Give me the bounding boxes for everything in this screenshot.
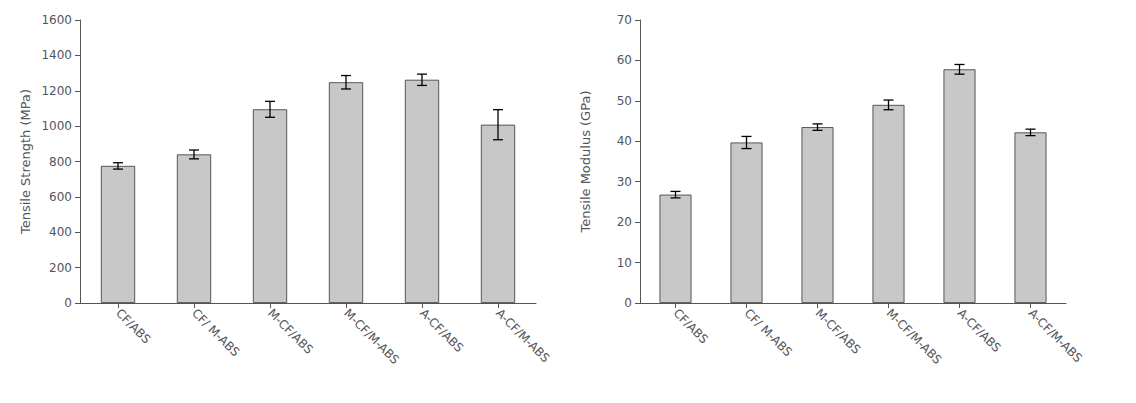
svg-text:1200: 1200 (41, 84, 72, 98)
svg-text:20: 20 (617, 215, 632, 229)
svg-text:M-CF/ABS: M-CF/ABS (813, 306, 864, 357)
svg-text:0: 0 (64, 296, 72, 310)
svg-text:A-CF/M-ABS: A-CF/M-ABS (1026, 306, 1085, 365)
svg-text:A-CF/M-ABS: A-CF/M-ABS (493, 306, 552, 365)
svg-text:CF/ M-ABS: CF/ M-ABS (189, 306, 242, 359)
svg-text:0: 0 (624, 296, 632, 310)
svg-text:M-CF/M-ABS: M-CF/M-ABS (884, 306, 945, 367)
svg-text:800: 800 (49, 155, 72, 169)
svg-text:200: 200 (49, 261, 72, 275)
svg-text:CF/ M-ABS: CF/ M-ABS (742, 306, 795, 359)
svg-text:400: 400 (49, 225, 72, 239)
svg-text:A-CF/ABS: A-CF/ABS (955, 306, 1004, 355)
svg-text:50: 50 (617, 94, 632, 108)
svg-text:40: 40 (617, 134, 632, 148)
svg-text:60: 60 (617, 53, 632, 67)
svg-text:70: 70 (617, 13, 632, 27)
svg-text:M-CF/ABS: M-CF/ABS (265, 306, 316, 357)
svg-text:600: 600 (49, 190, 72, 204)
svg-text:M-CF/M-ABS: M-CF/M-ABS (341, 306, 402, 367)
svg-text:10: 10 (617, 256, 632, 270)
svg-text:CF/ABS: CF/ABS (113, 306, 153, 346)
svg-text:Tensile Modulus (GPa): Tensile Modulus (GPa) (578, 91, 593, 234)
svg-text:CF/ABS: CF/ABS (671, 306, 711, 346)
svg-text:A-CF/ABS: A-CF/ABS (417, 306, 466, 355)
svg-text:1000: 1000 (41, 119, 72, 133)
svg-text:1400: 1400 (41, 48, 72, 62)
svg-text:Tensile Strength (MPa): Tensile Strength (MPa) (18, 89, 33, 235)
svg-text:1600: 1600 (41, 13, 72, 27)
svg-text:30: 30 (617, 175, 632, 189)
